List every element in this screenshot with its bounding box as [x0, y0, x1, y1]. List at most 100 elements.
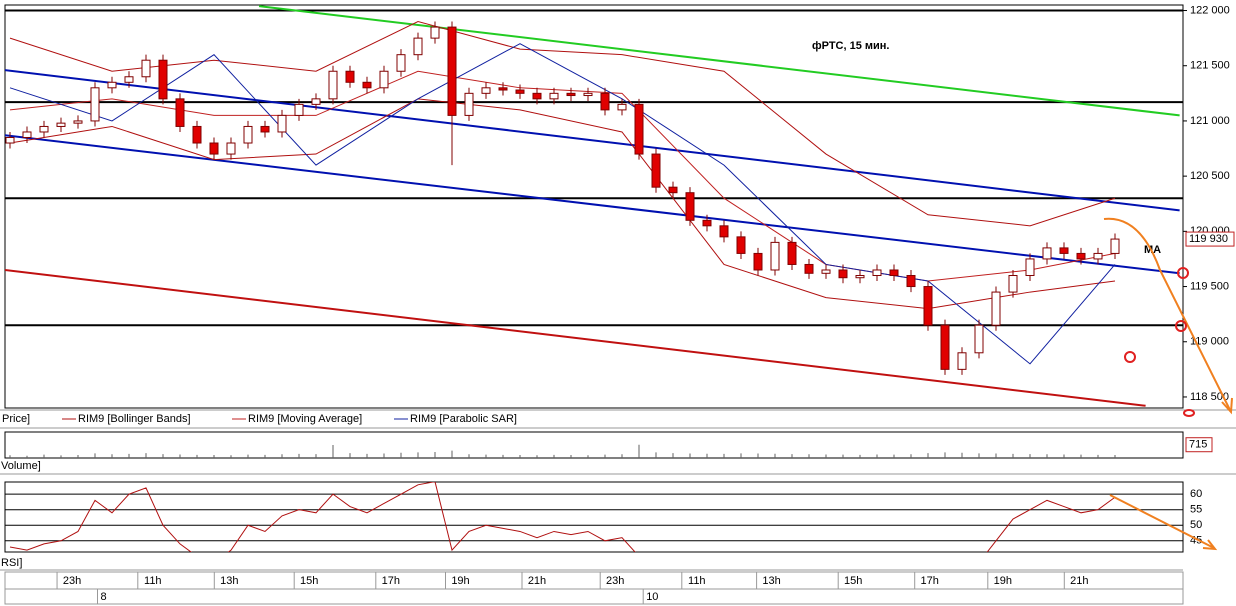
candle-body: [1059, 247, 1069, 254]
candle-body: [73, 120, 83, 124]
y-tick-label: 122 000: [1190, 4, 1230, 16]
legend-label: RIM9 [Parabolic SAR]: [410, 413, 517, 425]
candle-body: [583, 92, 593, 97]
y-tick-label: 50: [1190, 519, 1202, 531]
candle-body: [396, 54, 406, 72]
candle-body: [192, 125, 202, 144]
x-tick-label: 19h: [451, 575, 469, 587]
hand-annotations: [1103, 217, 1233, 551]
price-panel: [4, 4, 1184, 409]
legend-label: RIM9 [Bollinger Bands]: [78, 413, 191, 425]
candle-body: [39, 125, 49, 133]
y-tick-label: 118 500: [1190, 391, 1229, 403]
candle-body: [549, 92, 559, 100]
candle-body: [141, 59, 151, 78]
candle-body: [872, 269, 882, 277]
candle-body: [498, 87, 508, 91]
x-tick-label: 17h: [921, 575, 939, 587]
y-tick-label: 60: [1190, 488, 1202, 500]
y-tick-label: 119 500: [1190, 280, 1229, 292]
chart-title: фРТС, 15 мин.: [812, 40, 889, 52]
y-tick-label: 121 500: [1190, 60, 1230, 72]
candle-body: [1093, 252, 1103, 260]
candle-body: [991, 291, 1001, 326]
indicator-line: [9, 98, 1116, 310]
x-tick-label: 13h: [220, 575, 238, 587]
candle-body: [566, 92, 576, 97]
trend-line: [5, 268, 1146, 407]
candle-body: [974, 324, 984, 354]
candle-body: [362, 81, 372, 89]
candle-body: [685, 192, 695, 221]
candle-body: [804, 263, 814, 274]
candle-body: [56, 122, 66, 127]
candle-body: [889, 269, 899, 277]
y-tick-label: 121 000: [1190, 115, 1230, 127]
candle-body: [243, 125, 253, 144]
candle-body: [651, 153, 661, 188]
candle-body: [277, 114, 287, 133]
candle-body: [447, 26, 457, 116]
x-tick-label: 19h: [994, 575, 1012, 587]
x-tick-label: 15h: [844, 575, 862, 587]
y-tick-label: 119 000: [1190, 336, 1229, 348]
legend-label: Price]: [2, 413, 30, 425]
rsi-line: [9, 482, 1116, 552]
candle-body: [1110, 238, 1120, 254]
panel-label: RSI]: [1, 557, 22, 569]
candle-body: [532, 92, 542, 100]
candle-body: [464, 92, 474, 116]
candle-body: [226, 142, 236, 155]
candle-body: [702, 219, 712, 227]
price-plot: [5, 5, 1183, 407]
candle-body: [90, 87, 100, 122]
candle-body: [1042, 247, 1052, 260]
y-tick-label: 120 500: [1190, 170, 1230, 182]
candle-body: [345, 70, 355, 83]
candle-body: [906, 275, 916, 288]
y-tick-label: 55: [1190, 504, 1202, 516]
candle-body: [328, 70, 338, 100]
candle-body: [107, 81, 117, 89]
x-tick-label: 15h: [300, 575, 318, 587]
candle-body: [617, 103, 627, 111]
candle-body: [600, 92, 610, 111]
indicator-line: [9, 21, 1116, 227]
candle-body: [1076, 252, 1086, 260]
candle-body: [481, 87, 491, 94]
candle-body: [940, 324, 950, 370]
candle-body: [260, 125, 270, 133]
time-axis: [4, 571, 1184, 605]
candle-body: [1008, 275, 1018, 293]
candle-body: [736, 236, 746, 254]
candle-body: [838, 269, 848, 279]
rsi-plot: [5, 482, 1183, 552]
candle-body: [515, 89, 525, 94]
candle-body: [787, 241, 797, 265]
candle-body: [1025, 258, 1035, 277]
candle-body: [855, 275, 865, 279]
rsi-panel: [4, 481, 1184, 553]
x-tick-label: 17h: [382, 575, 400, 587]
x-tick-label: 23h: [606, 575, 624, 587]
last-price-label: 119 930: [1189, 233, 1228, 245]
candle-body: [413, 37, 423, 56]
x-tick-label: 21h: [528, 575, 546, 587]
candle-body: [379, 70, 389, 89]
indicator-line: [9, 43, 1116, 365]
candle-body: [175, 98, 185, 127]
last-price-box: [1185, 231, 1235, 247]
candle-body: [5, 136, 15, 144]
candle-body: [753, 252, 763, 271]
x-tick-label: 21h: [1070, 575, 1088, 587]
trend-line: [5, 69, 1180, 212]
candle-body: [634, 103, 644, 155]
candle-body: [294, 103, 304, 116]
candle-body: [158, 59, 168, 100]
candle-body: [430, 26, 440, 39]
date-label: 10: [646, 591, 658, 603]
candle-body: [770, 241, 780, 271]
